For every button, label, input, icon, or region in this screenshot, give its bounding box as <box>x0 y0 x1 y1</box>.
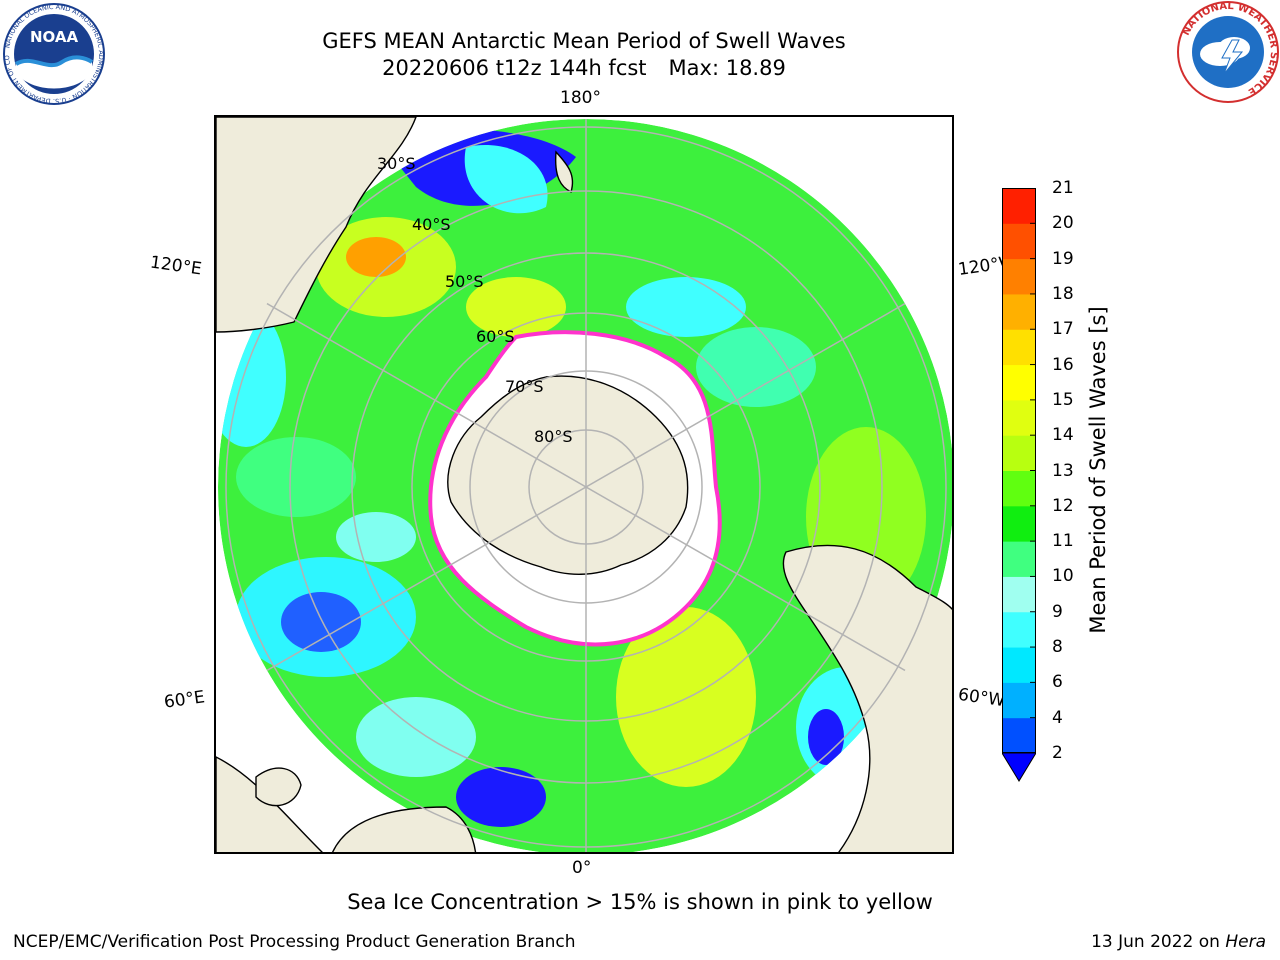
lon-label-60e: 60°E <box>162 687 207 713</box>
colorbar-tick-label: 8 <box>1052 637 1063 658</box>
map-panel: 30°S 40°S 50°S 60°S 70°S 80°S <box>214 115 954 854</box>
lat-label-70s: 70°S <box>505 377 544 396</box>
colorbar-tick-label: 4 <box>1052 707 1063 728</box>
colorbar-segment <box>1002 258 1036 295</box>
colorbar-segment <box>1002 541 1036 577</box>
colorbar-segment <box>1002 682 1036 719</box>
colorbar-tick-label: 11 <box>1052 531 1074 552</box>
colorbar-tick-label: 16 <box>1052 354 1074 375</box>
colorbar-segment <box>1002 505 1036 542</box>
colorbar <box>1002 188 1036 782</box>
credit-text: NCEP/EMC/Verification Post Processing Pr… <box>13 932 576 952</box>
colorbar-tick-label: 12 <box>1052 495 1074 516</box>
lat-label-60s: 60°S <box>476 327 515 346</box>
land-masses <box>216 117 952 852</box>
lon-label-180: 180° <box>560 88 601 108</box>
colorbar-tick-label: 2 <box>1052 743 1063 763</box>
graticule <box>218 119 952 852</box>
colorbar-tick-label: 6 <box>1052 672 1063 693</box>
colorbar-tick-label: 10 <box>1052 566 1074 587</box>
colorbar-segment <box>1002 399 1036 436</box>
lat-label-50s: 50°S <box>445 272 484 291</box>
run-label: 20220606 t12z 144h fcst <box>382 56 647 80</box>
colorbar-segment <box>1002 293 1036 330</box>
colorbar-segment <box>1002 435 1036 471</box>
colorbar-segment <box>1002 611 1036 648</box>
date-text: 13 Jun 2022 on <box>1091 932 1220 952</box>
colorbar-tick-label: 14 <box>1052 425 1074 446</box>
colorbar-tick-label: 17 <box>1052 319 1074 340</box>
sea-ice-note: Sea Ice Concentration > 15% is shown in … <box>347 890 933 914</box>
colorbar-segment <box>1002 470 1036 507</box>
nws-logo: NATIONAL WEATHER SERVICE <box>1177 1 1279 103</box>
lat-label-30s: 30°S <box>377 154 416 173</box>
colorbar-segment <box>1002 223 1036 260</box>
colorbar-label: Mean Period of Swell Waves [s] <box>1086 306 1110 634</box>
noaa-logo-text: NOAA <box>30 28 79 46</box>
colorbar-tick-label: 20 <box>1052 213 1074 234</box>
lat-label-80s: 80°S <box>534 427 573 446</box>
colorbar-segment <box>1002 576 1036 613</box>
colorbar-tick-label: 18 <box>1052 283 1074 304</box>
antarctica <box>447 375 689 575</box>
colorbar-segment <box>1002 717 1036 754</box>
colorbar-tick-label: 9 <box>1052 601 1063 622</box>
colorbar-segment <box>1002 364 1036 401</box>
machine-name: Hera <box>1225 932 1266 952</box>
max-label: Max: 18.89 <box>668 56 786 80</box>
colorbar-extend-arrow <box>1002 752 1036 782</box>
colorbar-segment <box>1002 188 1036 224</box>
polar-map: 30°S 40°S 50°S 60°S 70°S 80°S <box>216 117 952 852</box>
colorbar-tick-label: 15 <box>1052 389 1074 410</box>
lon-label-0: 0° <box>572 858 592 878</box>
date-stamp: 13 Jun 2022 on Hera <box>1091 932 1266 952</box>
colorbar-segment <box>1002 329 1036 366</box>
chart-subtitle: 20220606 t12z 144h fcst Max: 18.89 <box>0 55 1168 81</box>
colorbar-segment <box>1002 647 1036 683</box>
lat-label-40s: 40°S <box>412 215 451 234</box>
noaa-logo: NOAA NATIONAL OCEANIC AND ATMOSPHERIC AD… <box>2 2 105 105</box>
lon-label-60w: 60°W <box>956 684 1007 712</box>
colorbar-tick-label: 13 <box>1052 460 1074 481</box>
colorbar-tick-label: 19 <box>1052 248 1074 269</box>
chart-title: GEFS MEAN Antarctic Mean Period of Swell… <box>322 29 846 53</box>
lon-label-120e: 120°E <box>148 252 203 280</box>
colorbar-tick-label: 21 <box>1052 178 1074 198</box>
